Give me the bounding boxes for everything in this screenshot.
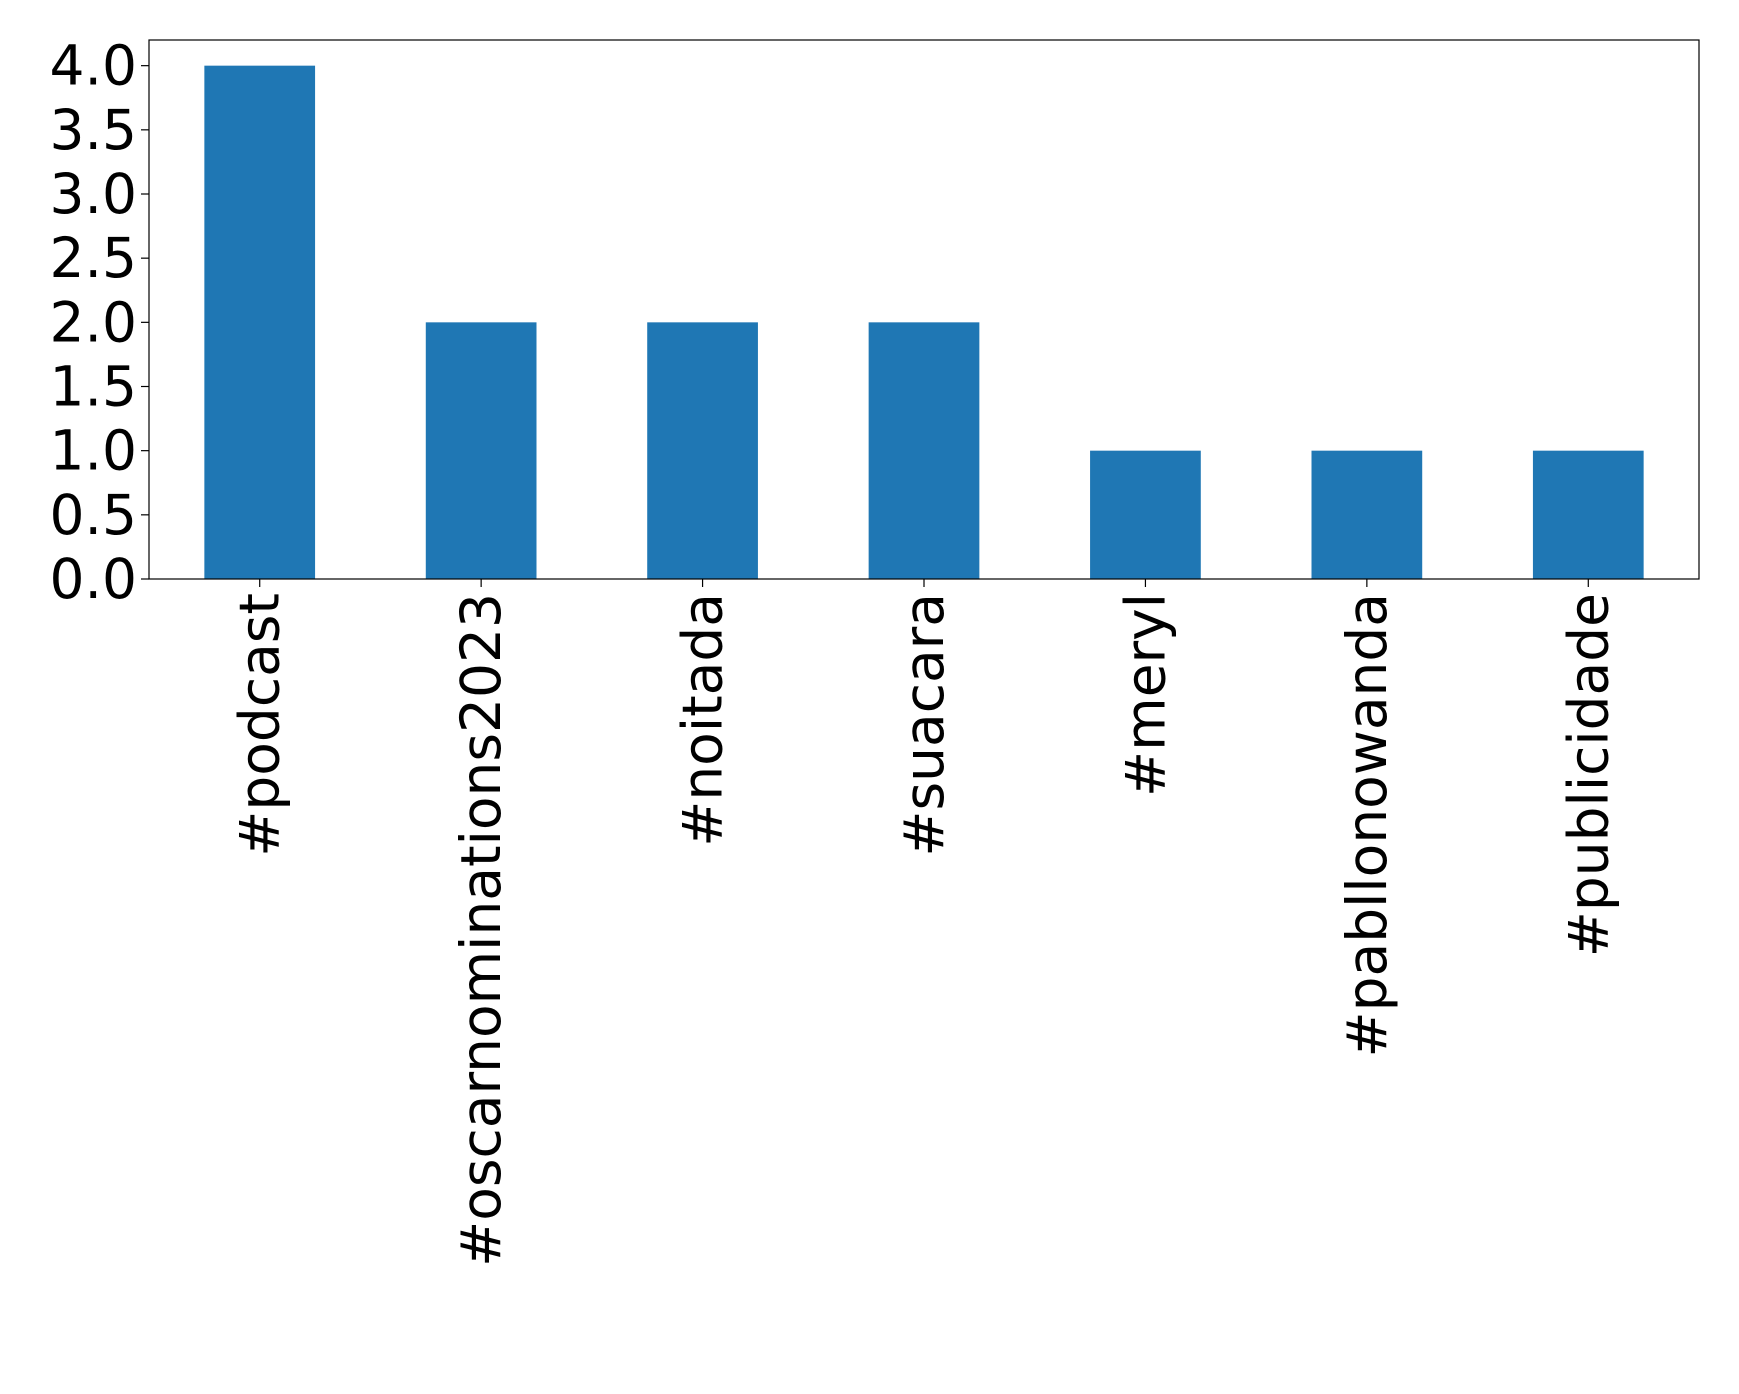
- bar: [868, 322, 980, 579]
- x-tick-label: #suacara: [892, 593, 956, 857]
- bar: [1311, 450, 1423, 579]
- x-tick-label: #oscarnominations2023: [449, 593, 513, 1267]
- y-tick-label: 2.0: [50, 290, 137, 354]
- bar: [647, 322, 758, 579]
- bar: [204, 65, 316, 579]
- y-tick-label: 0.5: [50, 483, 137, 547]
- y-tick-label: 1.5: [50, 355, 137, 419]
- x-tick-label: #podcast: [228, 593, 292, 857]
- y-tick-label: 4.0: [50, 34, 137, 98]
- x-tick-label: #publicidade: [1556, 593, 1620, 957]
- x-tick-label: #meryl: [1113, 593, 1177, 797]
- plot-frame: [148, 39, 1700, 580]
- x-tick-label: #noitada: [671, 593, 735, 847]
- bar: [425, 322, 537, 579]
- y-tick-label: 2.5: [50, 226, 137, 290]
- y-tick-label: 0.0: [50, 547, 137, 611]
- bar: [1090, 450, 1201, 579]
- bar: [1532, 450, 1644, 579]
- y-tick-label: 3.0: [50, 162, 137, 226]
- y-tick-label: 1.0: [50, 419, 137, 483]
- y-tick-label: 3.5: [50, 98, 137, 162]
- x-tick-label: #pabllonowanda: [1335, 593, 1399, 1058]
